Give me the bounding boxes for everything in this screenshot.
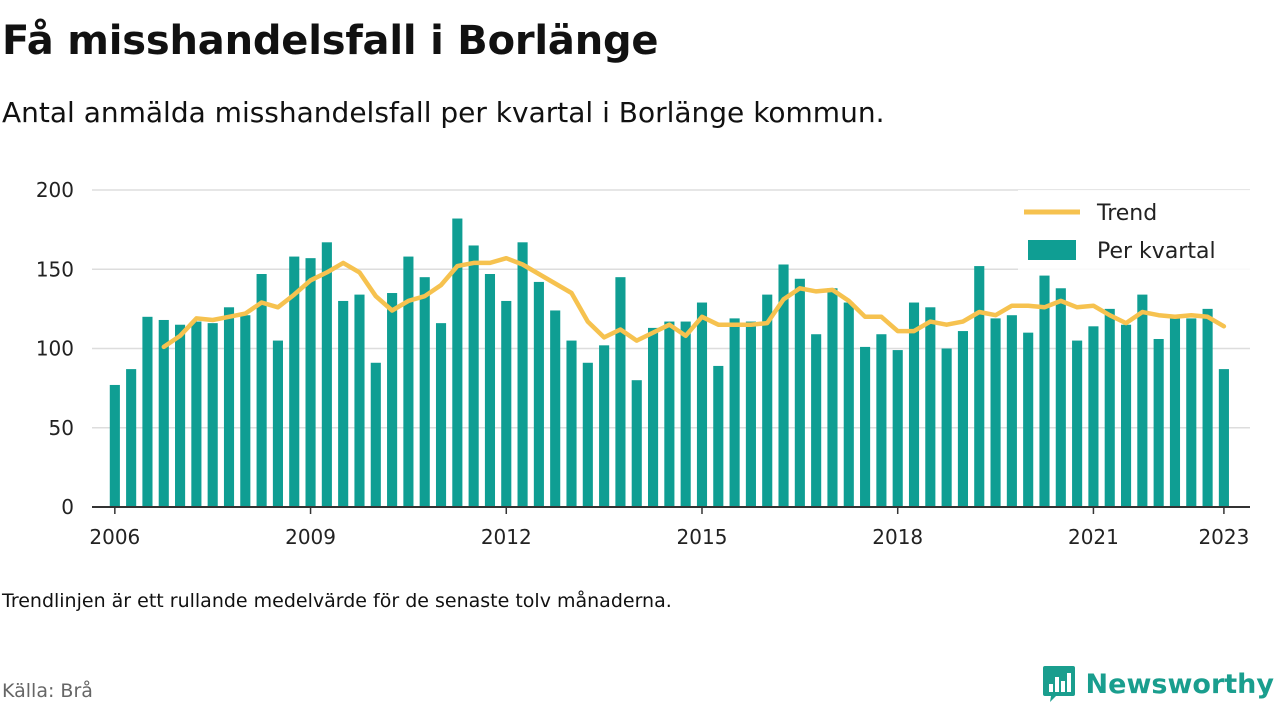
bar [468,245,479,507]
bar [729,318,740,507]
bar [1104,308,1115,507]
bar [974,266,985,507]
bar [599,345,610,507]
bar [1023,332,1034,507]
bar [403,256,414,507]
bar [272,340,283,507]
bar [321,242,332,507]
x-tick-label: 2012 [481,525,532,549]
bar [762,294,773,507]
bar [517,242,528,507]
bar [827,288,838,507]
bar [1088,326,1099,507]
bar [109,384,120,507]
footnote: Trendlinjen är ett rullande medelvärde f… [2,590,672,612]
bar [566,340,577,507]
bar [664,321,675,507]
bar [843,302,854,507]
bar [908,302,920,507]
bar [1072,340,1083,507]
y-tick-label: 50 [49,416,74,440]
bar [533,281,544,507]
bar [435,323,447,507]
legend-bar-label: Per kvartal [1097,239,1216,264]
bar [305,258,316,507]
y-tick-label: 0 [61,495,74,519]
bar [648,327,659,507]
bar [338,300,349,507]
bar [158,319,169,507]
bar [1153,338,1164,507]
bar-line-chart: 0 50 100 150 200 2006 2009 2012 2015 2018 2021 2023… [36,178,1254,549]
bar [370,362,381,507]
bar [941,348,952,507]
bar [387,293,398,507]
bar [1120,324,1132,507]
bar [1137,294,1148,507]
bar-chart-icon [1042,666,1075,702]
brand-name: Newsworthy [1085,668,1274,700]
bar [1202,308,1213,507]
y-tick-label: 100 [36,337,74,361]
legend-bar-swatch [1028,240,1076,260]
bar [207,323,218,507]
bar [745,321,756,507]
bar [615,277,626,507]
bar [256,274,267,507]
bar [452,218,463,507]
x-tick-label: 2018 [872,525,923,549]
bar [680,321,691,507]
bar [778,264,789,507]
source-label: Källa: Brå [2,680,93,702]
legend-trend-label: Trend [1096,201,1157,226]
brand-logo: Newsworthy [1042,664,1274,704]
bar [175,324,186,507]
bar [957,331,969,507]
bar [1039,275,1050,507]
bar [1218,369,1229,507]
x-tick-label: 2006 [89,525,140,549]
bar [223,307,235,507]
bar [876,334,887,507]
bar [1169,318,1181,507]
x-tick-label: 2023 [1198,525,1249,549]
bar [289,256,300,507]
bar [419,277,430,507]
bar [990,318,1001,507]
x-tick-label: 2009 [285,525,336,549]
bar [1186,318,1197,507]
bar [892,350,903,507]
bar [631,380,642,507]
bar [1006,315,1017,507]
bar [142,316,153,507]
bar [582,362,593,507]
bar [354,294,365,507]
bar [794,278,805,507]
bar [713,365,724,507]
y-tick-label: 200 [36,178,74,202]
bar [860,346,871,507]
bar [126,369,137,507]
y-tick-label: 150 [36,257,74,281]
bar [696,302,708,507]
bar [501,300,512,507]
bar [925,307,936,507]
bar [484,274,496,507]
bar [811,334,822,507]
chart-title: Få misshandelsfall i Borlänge [2,18,659,64]
bar [240,315,251,507]
x-tick-label: 2021 [1068,525,1119,549]
x-tick-label: 2015 [677,525,728,549]
chart-subtitle: Antal anmälda misshandelsfall per kvarta… [2,96,885,129]
bar [1055,288,1066,507]
bar [550,310,561,507]
bar [191,321,202,507]
trend-line [161,255,1227,350]
